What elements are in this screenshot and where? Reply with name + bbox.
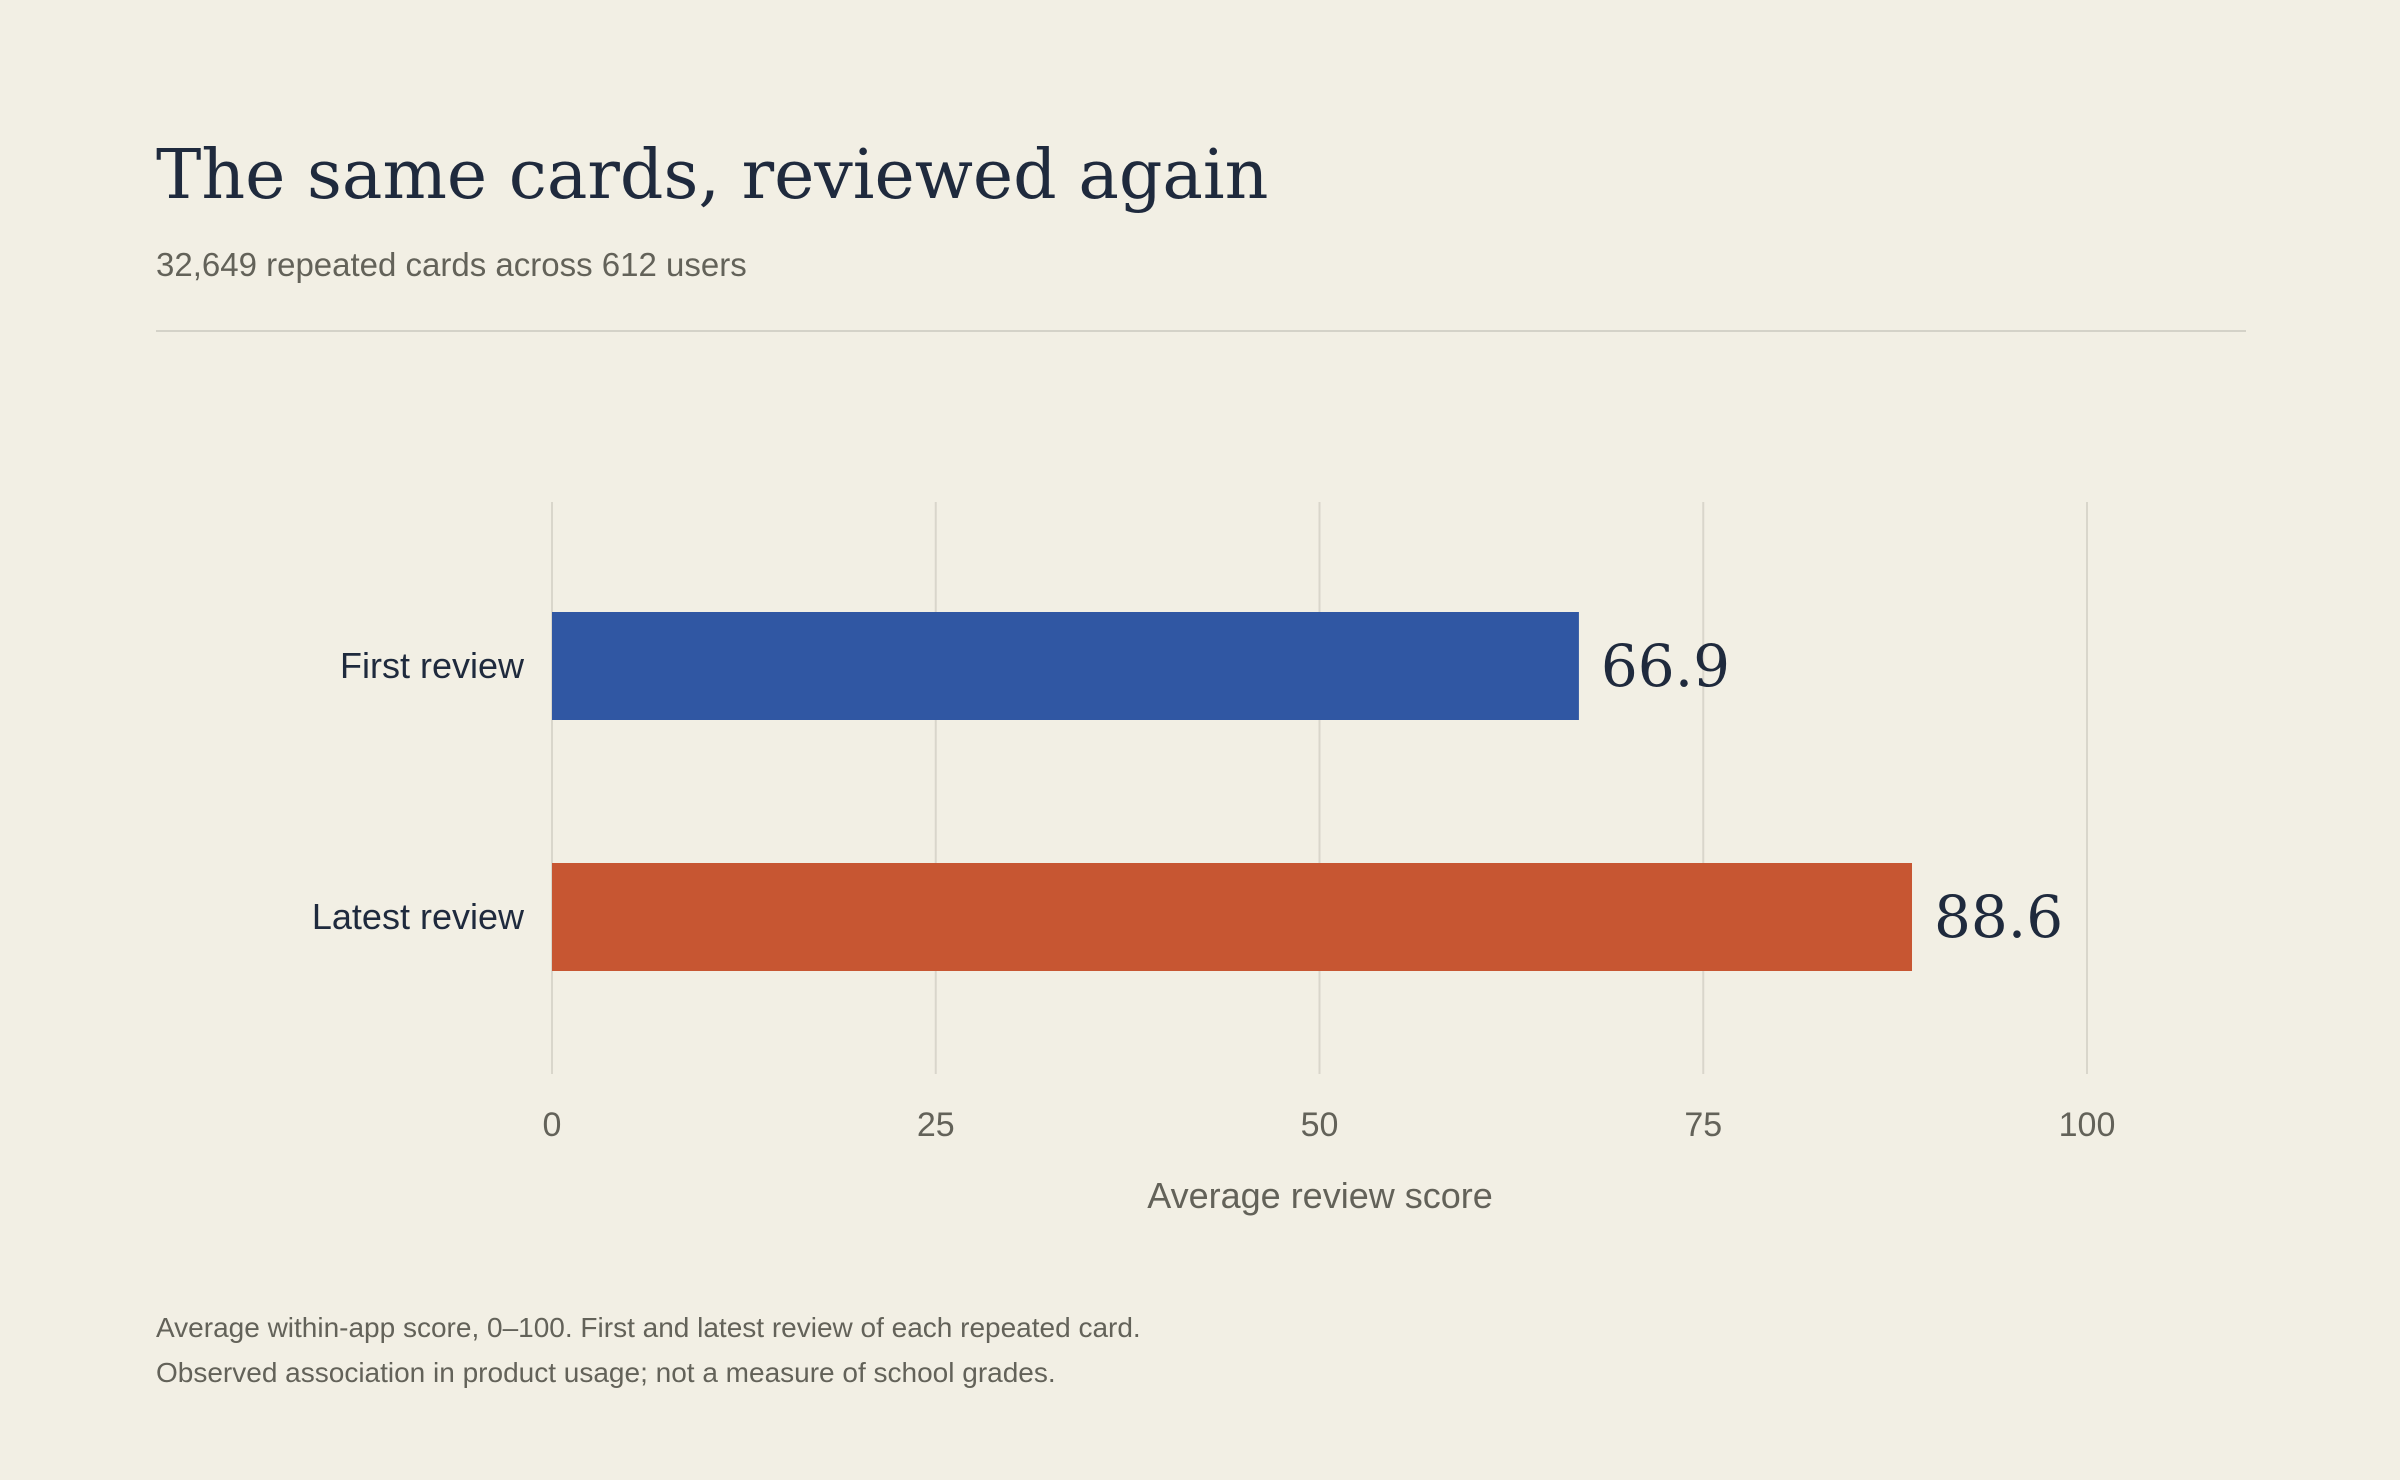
footnote-caveat: Observed association in product usage; n… <box>156 1357 1056 1388</box>
gridlines <box>551 502 2088 1074</box>
category-label: Latest review <box>312 896 525 937</box>
x-tick-label: 25 <box>917 1106 955 1144</box>
bar <box>552 612 1579 720</box>
x-tick-label: 100 <box>2059 1106 2116 1144</box>
data-label: 66.9 <box>1601 632 1730 700</box>
category-label: First review <box>340 645 525 686</box>
x-tick-label: 75 <box>1684 1106 1722 1144</box>
bars: First review 66.9 Latest review 88.6 <box>312 612 2063 971</box>
x-axis-title: Average review score <box>1147 1175 1493 1216</box>
data-label: 88.6 <box>1934 883 2063 951</box>
footnote-scale: Average within-app score, 0–100. First a… <box>156 1312 1141 1343</box>
chart-title: The same cards, reviewed again <box>156 136 1269 215</box>
x-tick-label: 0 <box>543 1106 562 1144</box>
x-tick-label: 50 <box>1301 1106 1339 1144</box>
header-divider <box>156 330 2246 332</box>
x-axis-ticks: 0 25 50 75 100 <box>543 1106 2116 1144</box>
chart-subtitle: 32,649 repeated cards across 612 users <box>156 246 747 283</box>
bar <box>552 863 1913 971</box>
